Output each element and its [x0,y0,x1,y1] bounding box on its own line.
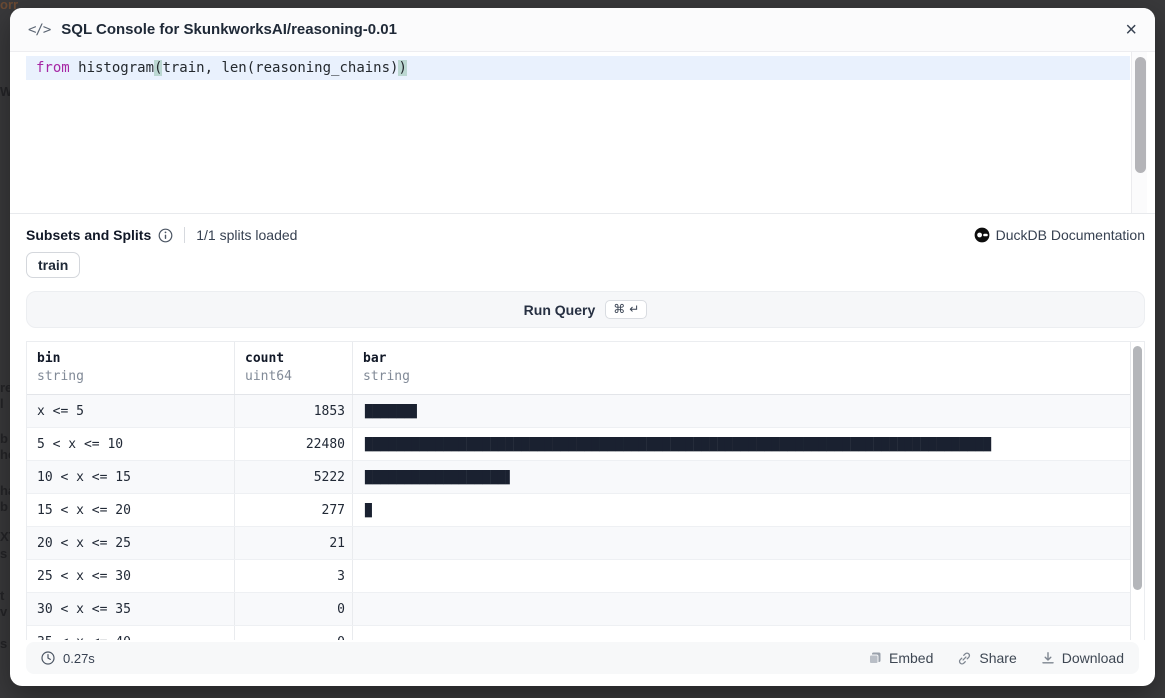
column-name: count [245,351,285,366]
table-row: 5 < x <= 10 22480 ██████████████████████… [27,428,1144,461]
column-type: string [37,369,84,384]
column-name: bin [37,351,61,366]
sql-query-line[interactable]: from histogram(train, len(reasoning_chai… [26,56,1130,80]
cell-bar: ████████████████████████████████████████… [365,436,992,452]
background-text-fragment: s [0,636,8,651]
cell-count: 0 [235,593,353,625]
editor-scrollbar-thumb[interactable] [1135,57,1146,173]
table-scrollbar[interactable] [1130,342,1144,640]
cell-bin: 5 < x <= 10 [27,428,235,460]
divider [184,227,186,243]
background-text-fragment: b [0,499,8,514]
modal-title: SQL Console for SkunkworksAI/reasoning-0… [61,21,397,38]
share-label: Share [979,650,1017,666]
background-text-fragment: re [0,380,13,395]
split-button-train[interactable]: train [26,252,81,278]
table-header: bin string count uint64 bar string [27,342,1144,395]
table-row: x <= 5 1853 ██████▋ [27,395,1144,428]
table-row: 25 < x <= 30 3 [27,560,1144,593]
share-button[interactable]: Share [957,650,1017,666]
background-text-fragment: W [0,84,13,99]
table-row: 15 < x <= 20 277 ▉ [27,494,1144,527]
sql-args: train, len(reasoning_chains) [162,60,399,76]
column-header-count[interactable]: count uint64 [235,342,353,394]
column-type: uint64 [245,369,292,384]
duckdb-icon [974,227,990,243]
column-header-bin[interactable]: bin string [27,342,235,394]
run-query-label: Run Query [523,301,596,318]
cell-bar: ▉ [365,502,373,518]
background-text-fragment: v [0,604,8,619]
table-row: 35 < x <= 40 0 [27,626,1144,640]
footer-actions: Embed Share [868,650,1124,666]
download-icon [1041,651,1055,665]
clock-icon [41,651,55,665]
embed-label: Embed [889,650,934,666]
cell-count: 0 [235,626,353,640]
cell-bin: 25 < x <= 30 [27,560,235,592]
cell-count: 5222 [235,461,353,493]
sql-keyword: from [36,60,70,76]
cell-count: 1853 [235,395,353,427]
keyboard-shortcut-badge: ⌘ ↵ [605,300,648,319]
splits-loaded-status: 1/1 splits loaded [196,227,298,243]
editor-scrollbar[interactable] [1131,52,1147,213]
info-icon[interactable] [158,228,173,243]
download-label: Download [1061,650,1124,666]
cell-bin: 30 < x <= 35 [27,593,235,625]
sql-function: histogram [69,60,155,76]
table-row: 20 < x <= 25 21 [27,527,1144,560]
duckdb-documentation-link[interactable]: DuckDB Documentation [974,227,1145,243]
cell-count: 3 [235,560,353,592]
cell-bar: ██████████████████▌ [365,469,514,485]
cell-bin: 10 < x <= 15 [27,461,235,493]
table-row: 10 < x <= 15 5222 ██████████████████▌ [27,461,1144,494]
share-link-icon [957,651,972,666]
table-scrollbar-thumb[interactable] [1133,346,1142,590]
cell-bin: 20 < x <= 25 [27,527,235,559]
embed-button[interactable]: Embed [868,650,933,666]
background-text-fragment: l [0,396,4,411]
cell-count: 21 [235,527,353,559]
code-icon: </> [28,21,51,38]
sql-close-paren: ) [398,60,407,76]
query-duration: 0.27s [63,650,95,666]
sql-console-modal: </> SQL Console for SkunkworksAI/reasoni… [10,8,1155,686]
column-header-bar[interactable]: bar string [353,342,1130,394]
cell-bin: 15 < x <= 20 [27,494,235,526]
cell-count: 277 [235,494,353,526]
background-text-fragment: s [0,546,8,561]
sql-open-paren: ( [154,60,163,76]
modal-header: </> SQL Console for SkunkworksAI/reasoni… [10,8,1155,52]
close-icon[interactable]: × [1125,18,1137,41]
subsets-row: Subsets and Splits 1/1 splits loaded Duc… [26,224,1145,246]
download-button[interactable]: Download [1041,650,1124,666]
column-type: string [363,369,410,384]
cell-bin: x <= 5 [27,395,235,427]
sql-editor[interactable]: from histogram(train, len(reasoning_chai… [10,52,1155,214]
cmd-key-icon: ⌘ [613,302,626,316]
background-text-fragment: t [0,588,5,603]
background-text-fragment: b [0,431,8,446]
results-table: bin string count uint64 bar string x <= … [26,341,1145,640]
results-footer: 0.27s Embed [26,642,1139,674]
cell-bar: ██████▋ [365,403,420,419]
embed-icon [868,651,882,665]
table-row: 30 < x <= 35 0 [27,593,1144,626]
run-query-button[interactable]: Run Query ⌘ ↵ [26,291,1145,328]
return-key-icon: ↵ [629,302,640,316]
column-name: bar [363,351,387,366]
cell-count: 22480 [235,428,353,460]
subsets-label: Subsets and Splits [26,227,152,243]
cell-bin: 35 < x <= 40 [27,626,235,640]
duckdb-link-label: DuckDB Documentation [995,227,1145,243]
